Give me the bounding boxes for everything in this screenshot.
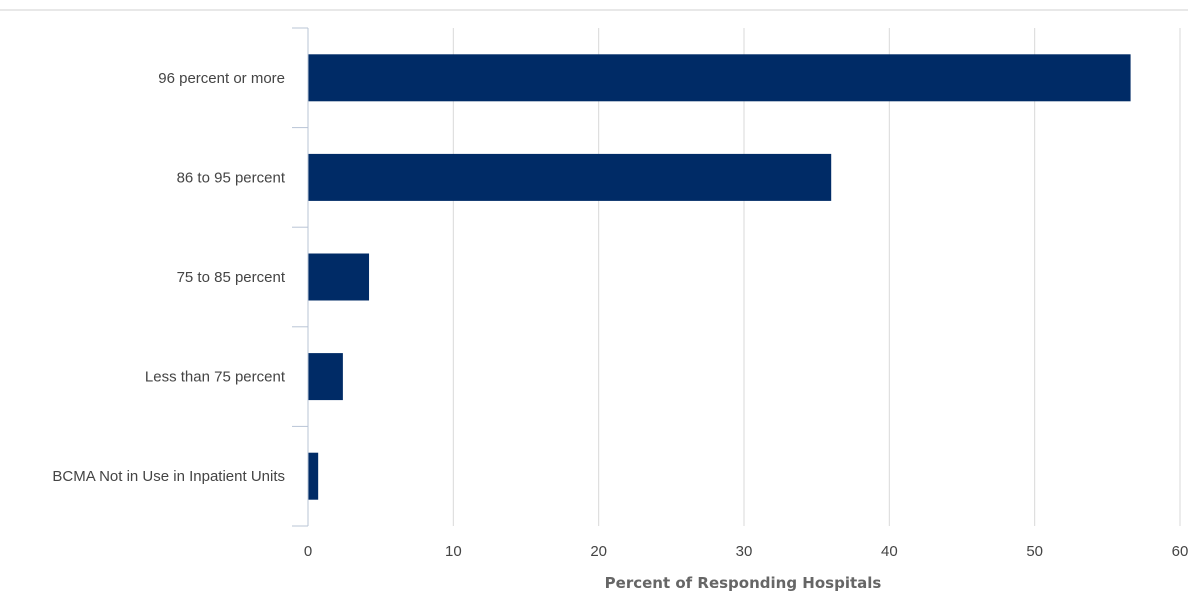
bar: [308, 253, 370, 301]
category-labels: 96 percent or more 86 to 95 percent 75 to …: [52, 70, 285, 485]
category-label: 86 to 95 percent: [177, 169, 286, 186]
category-label: BCMA Not in Use in Inpatient Units: [52, 468, 285, 485]
x-tick-label: 10: [445, 543, 462, 560]
y-axis: [292, 27, 309, 527]
bar: [308, 353, 343, 401]
x-tick-label: 50: [1026, 543, 1043, 560]
bar: [308, 452, 319, 500]
x-tick-label: 30: [736, 543, 753, 560]
category-label: 96 percent or more: [158, 70, 285, 87]
x-tick-label: 40: [881, 543, 898, 560]
bars: [308, 54, 1131, 500]
gridlines: [452, 28, 1181, 526]
bar: [308, 54, 1131, 102]
x-axis-title: Percent of Responding Hospitals: [605, 574, 882, 592]
category-label: Less than 75 percent: [145, 369, 286, 386]
x-tick-labels: 0 10 20 30 40 50 60: [304, 543, 1188, 560]
x-tick-label: 60: [1172, 543, 1188, 560]
x-tick-label: 0: [304, 543, 312, 560]
category-label: 75 to 85 percent: [177, 269, 286, 286]
bar: [308, 153, 832, 201]
x-tick-label: 20: [590, 543, 607, 560]
